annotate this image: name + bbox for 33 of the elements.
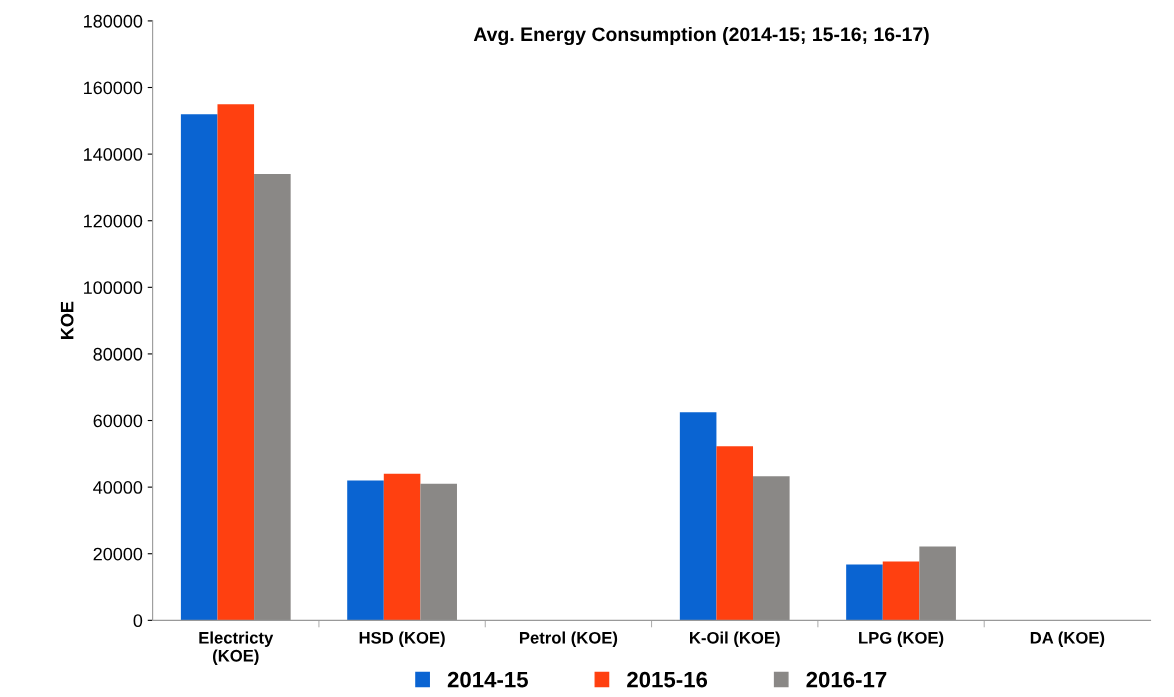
bar [383, 473, 421, 621]
chart-title: Avg. Energy Consumption (2014-15; 15-16; 16-17) [473, 26, 929, 46]
y-tick-label: 140000 [84, 148, 143, 161]
y-tick-label: 80000 [93, 347, 143, 361]
bar [180, 114, 218, 621]
bar [753, 476, 790, 621]
y-tick-label: 60000 [93, 414, 143, 428]
legend-label: 2016-17 [806, 671, 887, 688]
bar [254, 174, 291, 621]
x-tick-label: HSD (KOE) [359, 631, 445, 647]
bar [882, 561, 920, 621]
x-tick-label: Petrol (KOE) [519, 631, 618, 647]
y-tick-label: 180000 [84, 14, 143, 28]
y-tick-label: 100000 [84, 281, 143, 295]
bar [716, 446, 754, 621]
y-axis-title: KOE [60, 301, 74, 339]
bar [420, 483, 457, 621]
legend-label: 2014-15 [447, 671, 528, 688]
x-tick-label: DA (KOE) [1030, 631, 1105, 647]
y-tick-label: 20000 [93, 547, 143, 561]
bar [217, 104, 255, 621]
bar [347, 480, 384, 621]
x-tick-label: K-Oil (KOE) [690, 631, 780, 647]
bar [679, 412, 717, 621]
x-tick-label: LPG (KOE) [859, 631, 944, 647]
legend-label: 2015-16 [627, 671, 708, 688]
y-tick-label: 160000 [84, 81, 143, 95]
x-tick-label: Electricty (KOE) [199, 631, 274, 665]
y-tick-label: 40000 [93, 481, 143, 494]
bar [846, 564, 883, 621]
bar [919, 546, 956, 621]
y-tick-label: 0 [133, 614, 143, 628]
y-tick-label: 120000 [84, 214, 143, 228]
